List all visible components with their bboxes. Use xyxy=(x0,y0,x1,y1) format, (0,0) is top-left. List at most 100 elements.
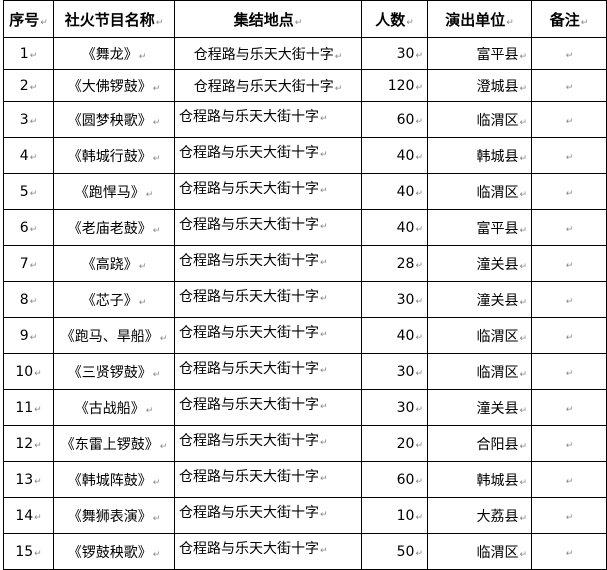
cell-note[interactable] xyxy=(531,497,607,534)
cell-text: 临渭区 xyxy=(476,545,527,561)
cell-name[interactable]: 《老庙老鼓》 xyxy=(53,209,175,246)
cell-name[interactable]: 《高跷》 xyxy=(53,245,175,282)
cell-no[interactable]: 15 xyxy=(3,533,54,570)
cell-count[interactable]: 40 xyxy=(361,173,428,210)
cell-no[interactable]: 8 xyxy=(3,281,54,318)
cell-text: 潼关县 xyxy=(476,257,527,273)
cell-unit[interactable]: 韩城县 xyxy=(427,461,532,498)
cell-no[interactable]: 4 xyxy=(3,137,54,174)
cell-place[interactable]: 仓程路与乐天大街十字 xyxy=(174,353,362,390)
cell-place[interactable]: 仓程路与乐天大街十字 xyxy=(174,101,362,138)
cell-place[interactable]: 仓程路与乐天大街十字 xyxy=(174,69,362,102)
cell-no[interactable]: 3 xyxy=(3,101,54,138)
cell-no[interactable]: 9 xyxy=(3,317,54,354)
cell-count[interactable]: 30 xyxy=(361,353,428,390)
cell-text: 仓程路与乐天大街十字 xyxy=(179,289,328,305)
cell-note[interactable] xyxy=(531,173,607,210)
cell-unit[interactable]: 澄城县 xyxy=(427,69,532,102)
cell-note[interactable] xyxy=(531,353,607,390)
cell-note[interactable] xyxy=(531,245,607,282)
cell-note[interactable] xyxy=(531,137,607,174)
cell-name[interactable]: 《大佛锣鼓》 xyxy=(53,69,175,102)
cell-count[interactable]: 40 xyxy=(361,209,428,246)
cell-unit[interactable]: 富平县 xyxy=(427,209,532,246)
cell-unit[interactable]: 临渭区 xyxy=(427,101,532,138)
cell-count[interactable]: 40 xyxy=(361,317,428,354)
cell-note[interactable] xyxy=(531,317,607,354)
cell-unit[interactable]: 韩城县 xyxy=(427,137,532,174)
cell-place[interactable]: 仓程路与乐天大街十字 xyxy=(174,281,362,318)
cell-place[interactable]: 仓程路与乐天大街十字 xyxy=(174,389,362,426)
cell-count[interactable]: 60 xyxy=(361,101,428,138)
cell-no[interactable]: 7 xyxy=(3,245,54,282)
header-col-note: 备注 xyxy=(531,0,607,38)
cell-name[interactable]: 《锣鼓秧歌》 xyxy=(53,533,175,570)
cell-unit[interactable]: 潼关县 xyxy=(427,389,532,426)
cell-count[interactable]: 60 xyxy=(361,461,428,498)
cell-place[interactable]: 仓程路与乐天大街十字 xyxy=(174,137,362,174)
cell-no[interactable]: 12 xyxy=(3,425,54,462)
cell-no[interactable]: 14 xyxy=(3,497,54,534)
cell-place[interactable]: 仓程路与乐天大街十字 xyxy=(174,317,362,354)
cell-count[interactable]: 30 xyxy=(361,37,428,70)
cell-unit[interactable]: 富平县 xyxy=(427,37,532,70)
cell-place[interactable]: 仓程路与乐天大街十字 xyxy=(174,173,362,210)
cell-count[interactable]: 40 xyxy=(361,137,428,174)
cell-text: 30 xyxy=(397,46,423,62)
cell-name[interactable]: 《韩城阵鼓》 xyxy=(53,461,175,498)
cell-count[interactable]: 120 xyxy=(361,69,428,102)
cell-unit[interactable]: 潼关县 xyxy=(427,245,532,282)
cell-note[interactable] xyxy=(531,461,607,498)
cell-unit[interactable]: 临渭区 xyxy=(427,317,532,354)
cell-place[interactable]: 仓程路与乐天大街十字 xyxy=(174,425,362,462)
cell-place[interactable]: 仓程路与乐天大街十字 xyxy=(174,497,362,534)
cell-note[interactable] xyxy=(531,209,607,246)
cell-note[interactable] xyxy=(531,533,607,570)
cell-unit[interactable]: 临渭区 xyxy=(427,353,532,390)
cell-unit[interactable]: 临渭区 xyxy=(427,533,532,570)
cell-name[interactable]: 《韩城行鼓》 xyxy=(53,137,175,174)
cell-name[interactable]: 《跑悍马》 xyxy=(53,173,175,210)
cell-count[interactable]: 30 xyxy=(361,389,428,426)
cell-note[interactable] xyxy=(531,37,607,70)
cell-no[interactable]: 5 xyxy=(3,173,54,210)
cell-name[interactable]: 《圆梦秧歌》 xyxy=(53,101,175,138)
cell-text: 《高跷》 xyxy=(82,257,147,273)
cell-name[interactable]: 《舞狮表演》 xyxy=(53,497,175,534)
cell-place[interactable]: 仓程路与乐天大街十字 xyxy=(174,209,362,246)
cell-name[interactable]: 《舞龙》 xyxy=(53,37,175,70)
cell-place[interactable]: 仓程路与乐天大街十字 xyxy=(174,245,362,282)
cell-name[interactable]: 《芯子》 xyxy=(53,281,175,318)
cell-count[interactable]: 20 xyxy=(361,425,428,462)
cell-unit[interactable]: 临渭区 xyxy=(427,173,532,210)
cell-text: 仓程路与乐天大街十字 xyxy=(179,541,328,557)
cell-place[interactable]: 仓程路与乐天大街十字 xyxy=(174,37,362,70)
cell-name[interactable]: 《跑马、旱船》 xyxy=(53,317,175,354)
cell-no[interactable]: 13 xyxy=(3,461,54,498)
cell-no[interactable]: 1 xyxy=(3,37,54,70)
cell-unit[interactable]: 合阳县 xyxy=(427,425,532,462)
cell-count[interactable]: 28 xyxy=(361,245,428,282)
cell-unit[interactable]: 潼关县 xyxy=(427,281,532,318)
cell-note[interactable] xyxy=(531,389,607,426)
cell-no[interactable]: 6 xyxy=(3,209,54,246)
cell-name[interactable]: 《古战船》 xyxy=(53,389,175,426)
cell-note[interactable] xyxy=(531,425,607,462)
cell-note[interactable] xyxy=(531,69,607,102)
cell-no[interactable]: 10 xyxy=(3,353,54,390)
cell-text xyxy=(565,544,574,560)
cell-place[interactable]: 仓程路与乐天大街十字 xyxy=(174,533,362,570)
cell-count[interactable]: 30 xyxy=(361,281,428,318)
cell-unit[interactable]: 大荔县 xyxy=(427,497,532,534)
cell-name[interactable]: 《三贤锣鼓》 xyxy=(53,353,175,390)
table-row: 4 《韩城行鼓》 仓程路与乐天大街十字 40 韩城县 xyxy=(3,137,607,174)
cell-note[interactable] xyxy=(531,281,607,318)
cell-no[interactable]: 11 xyxy=(3,389,54,426)
cell-count[interactable]: 50 xyxy=(361,533,428,570)
cell-no[interactable]: 2 xyxy=(3,69,54,102)
cell-text: 《舞狮表演》 xyxy=(68,509,161,525)
cell-place[interactable]: 仓程路与乐天大街十字 xyxy=(174,461,362,498)
cell-name[interactable]: 《东雷上锣鼓》 xyxy=(53,425,175,462)
cell-count[interactable]: 10 xyxy=(361,497,428,534)
cell-note[interactable] xyxy=(531,101,607,138)
